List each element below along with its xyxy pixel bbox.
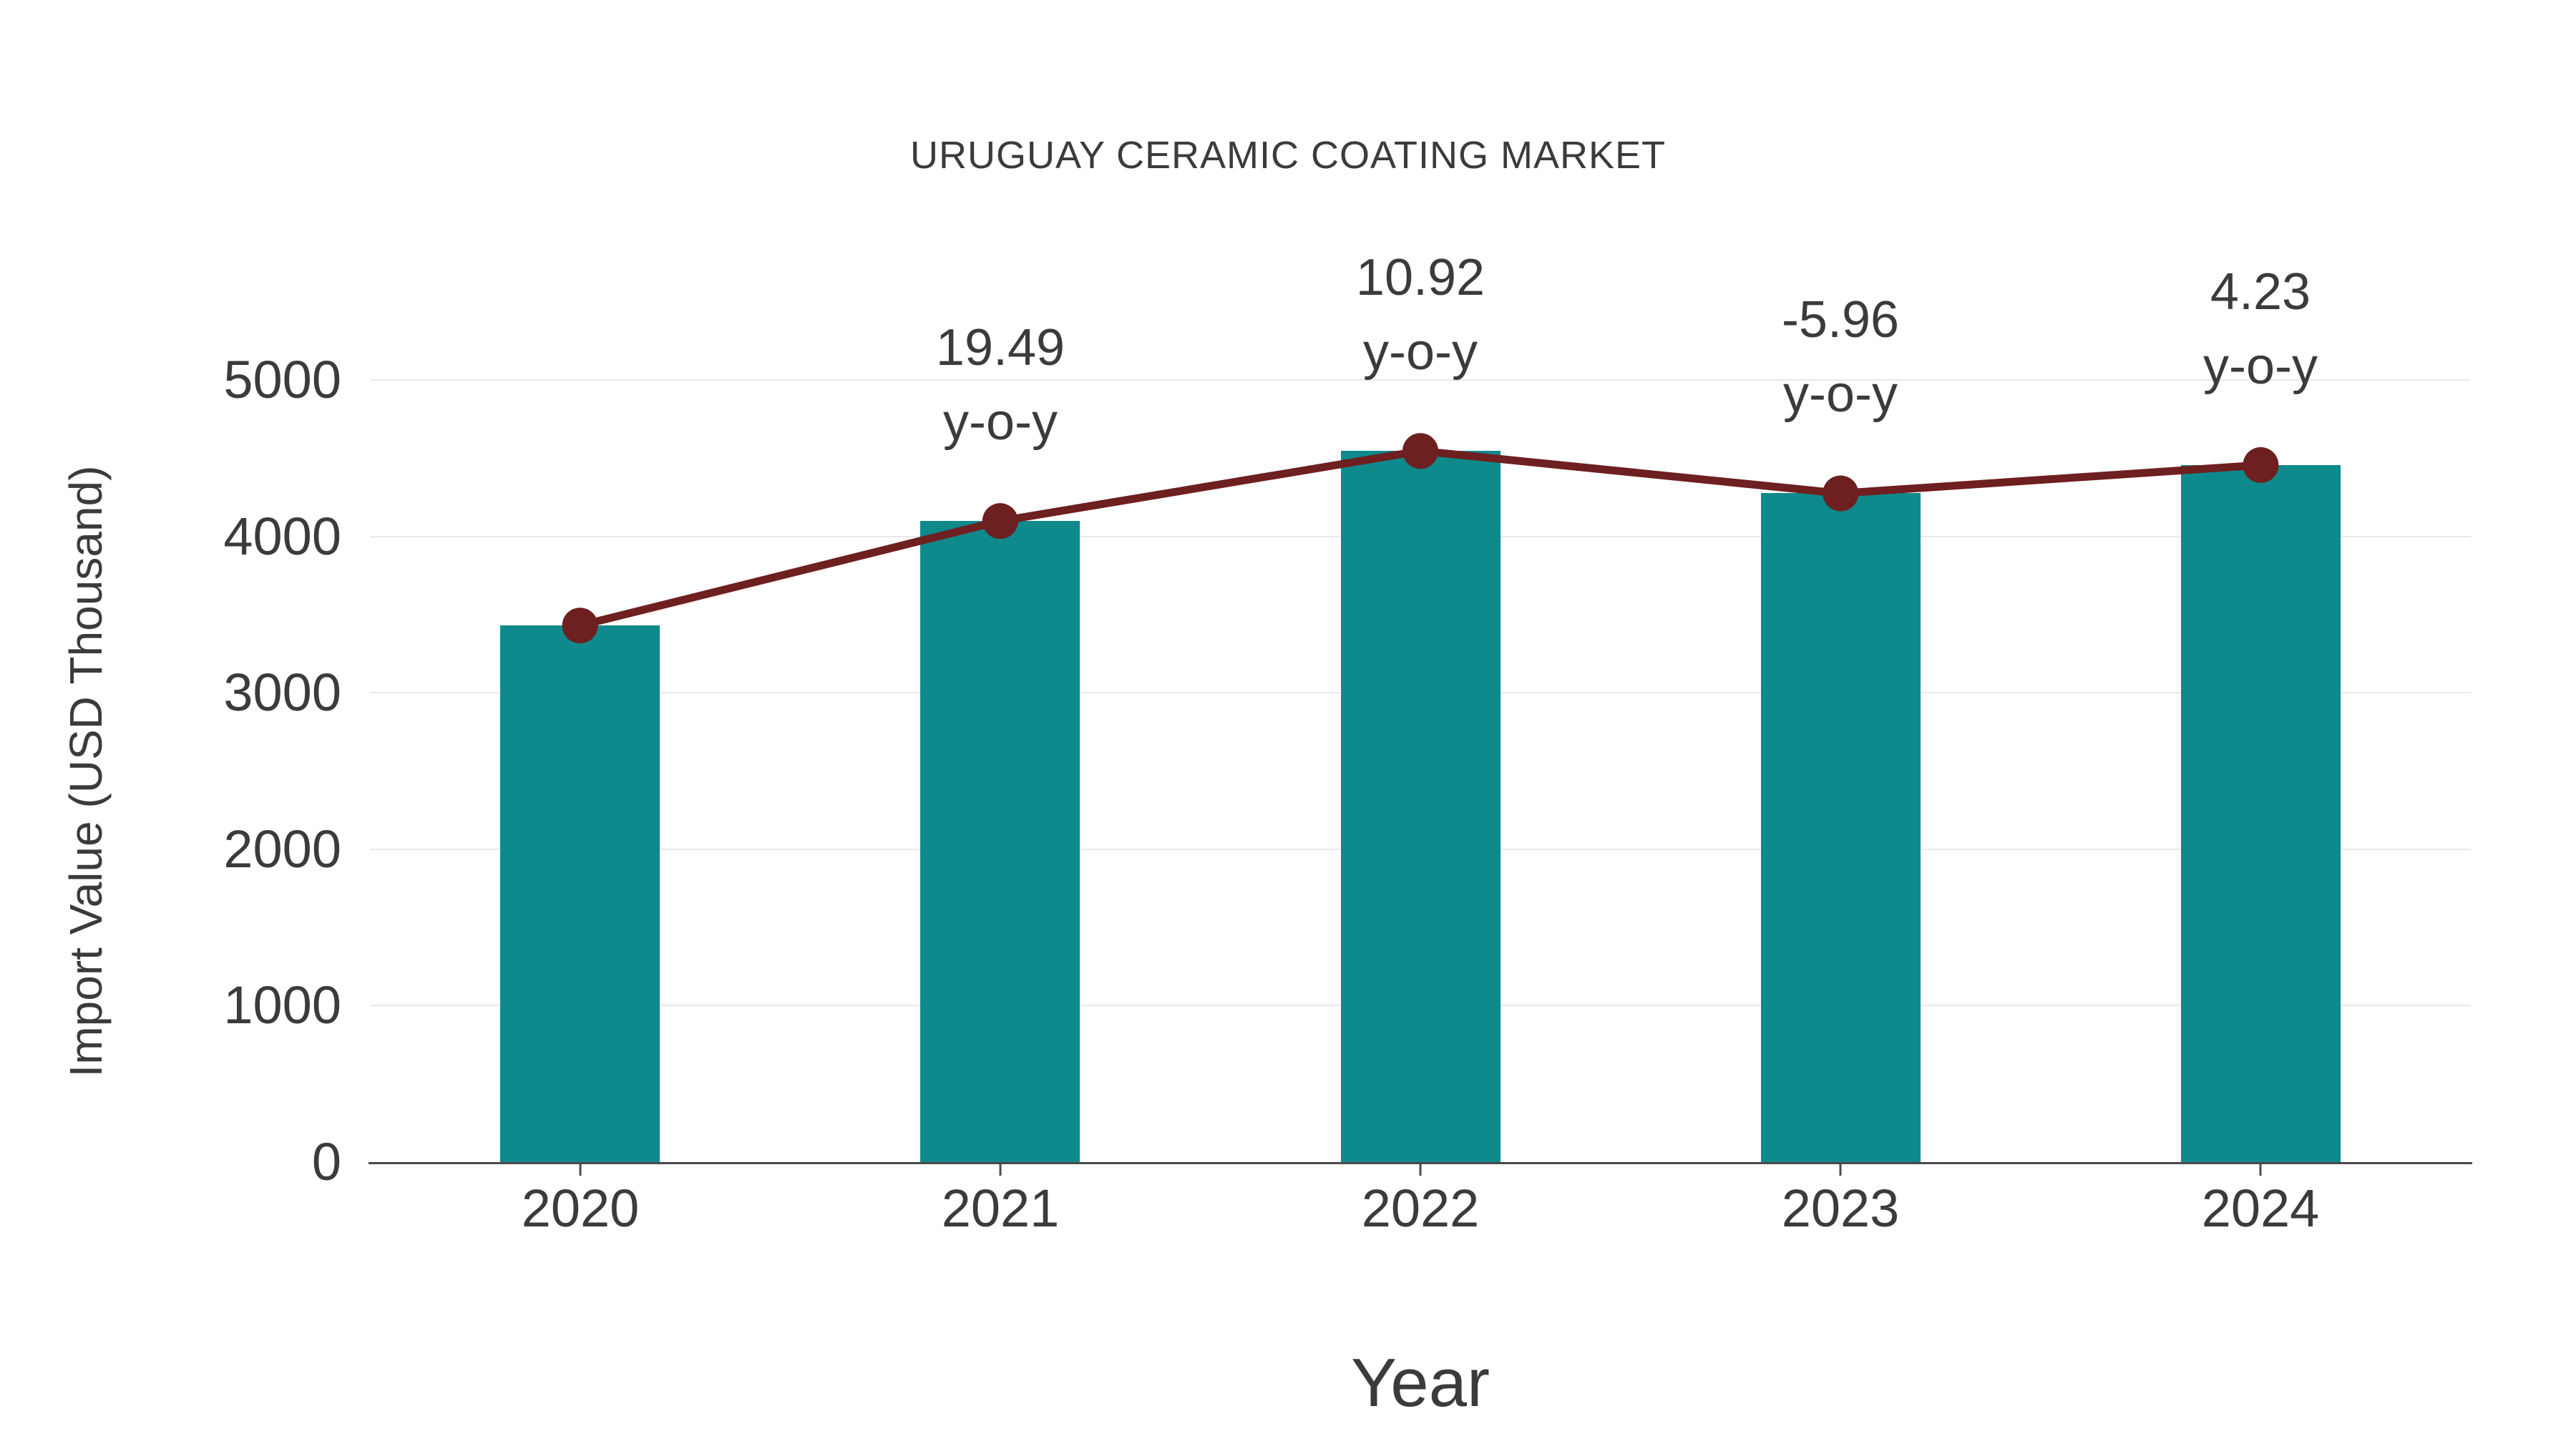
- yoy-value-2024: 4.23: [2210, 263, 2311, 321]
- x-tick-label-2020: 2020: [521, 1179, 640, 1238]
- yoy-value-2022: 10.92: [1355, 249, 1485, 307]
- yoy-marker-2024: [2243, 447, 2279, 483]
- y-tick-label-0: 0: [311, 1132, 341, 1191]
- x-tick-label-2021: 2021: [941, 1179, 1060, 1238]
- yoy-marker-2022: [1402, 433, 1438, 469]
- yoy-annotation-2021: 19.49 y-o-y: [936, 311, 1065, 460]
- yoy-value-2023: -5.96: [1781, 291, 1900, 349]
- bar-2022: [1341, 451, 1501, 1162]
- gridline-5000: [370, 379, 2471, 381]
- chart-title: URUGUAY CERAMIC COATING MARKET: [909, 134, 1667, 177]
- x-tickmark-2024: [2259, 1164, 2262, 1176]
- y-tick-label-1000: 1000: [223, 975, 341, 1035]
- x-tick-label-2022: 2022: [1361, 1179, 1480, 1238]
- x-tickmark-2022: [1419, 1164, 1422, 1176]
- bar-2023: [1761, 493, 1921, 1162]
- yoy-marker-2021: [982, 503, 1018, 540]
- bar-2024: [2181, 465, 2341, 1162]
- bar-2021: [920, 521, 1080, 1162]
- x-axis-line: [369, 1162, 2472, 1164]
- yoy-unit-2023: y-o-y: [1782, 366, 1898, 424]
- x-axis-title: Year: [1351, 1345, 1490, 1421]
- yoy-unit-2022: y-o-y: [1363, 323, 1478, 381]
- x-tick-label-2023: 2023: [1781, 1179, 1900, 1238]
- yoy-annotation-2022: 10.92 y-o-y: [1356, 240, 1485, 390]
- yoy-unit-2024: y-o-y: [2203, 338, 2318, 396]
- bar-2020: [500, 625, 660, 1162]
- x-tickmark-2020: [579, 1164, 582, 1176]
- yoy-marker-2020: [562, 608, 598, 644]
- y-tick-label-4000: 4000: [223, 507, 341, 566]
- yoy-marker-2023: [1823, 475, 1859, 512]
- y-tick-label-3000: 3000: [223, 663, 341, 722]
- yoy-annotation-2023: -5.96 y-o-y: [1782, 283, 1899, 432]
- x-tick-label-2024: 2024: [2201, 1179, 2320, 1238]
- yoy-trend-line: [579, 447, 2261, 630]
- x-tickmark-2021: [999, 1164, 1002, 1176]
- y-tick-label-2000: 2000: [223, 819, 341, 879]
- y-tick-label-5000: 5000: [223, 350, 341, 409]
- yoy-value-2021: 19.49: [935, 319, 1065, 377]
- yoy-annotation-2024: 4.23 y-o-y: [2203, 255, 2318, 404]
- x-tickmark-2023: [1839, 1164, 1842, 1176]
- yoy-unit-2021: y-o-y: [943, 394, 1058, 452]
